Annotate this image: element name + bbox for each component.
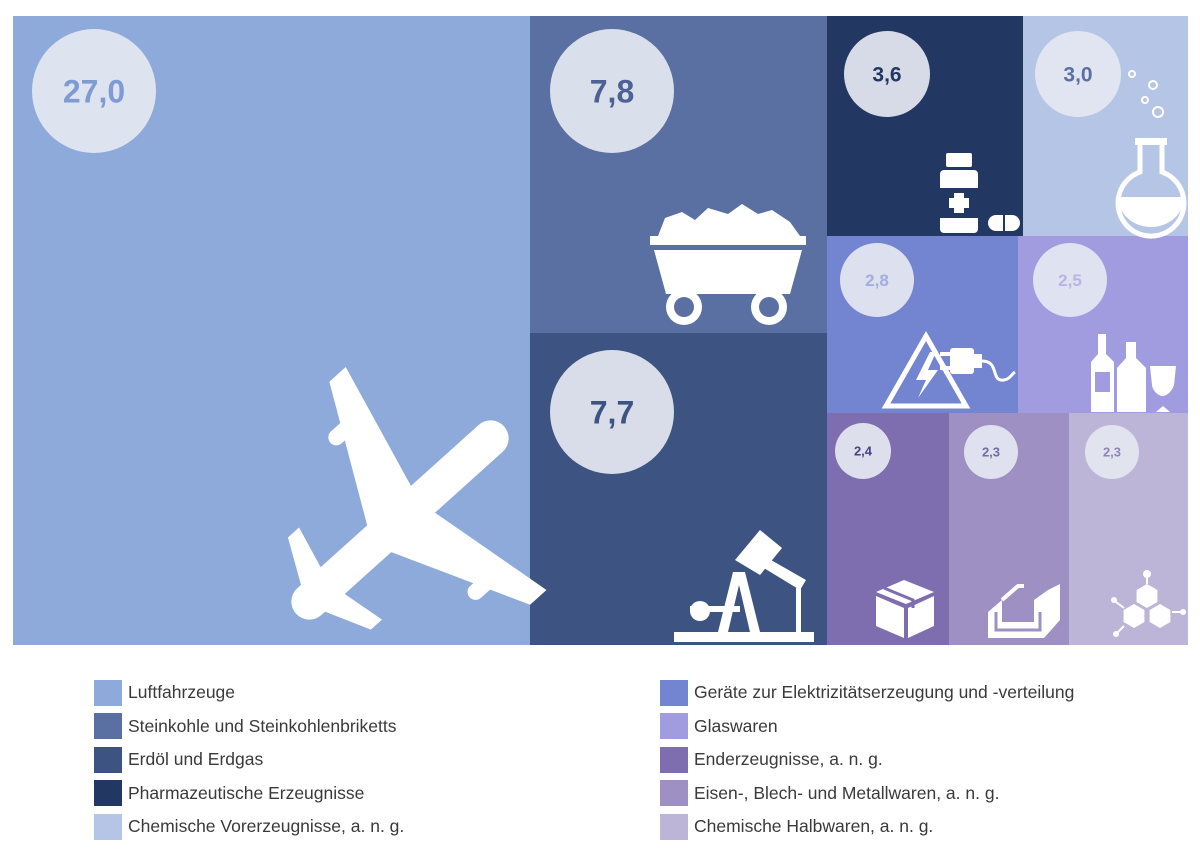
legend-item: Erdöl und Erdgas bbox=[94, 743, 404, 777]
airplane-icon bbox=[287, 367, 547, 630]
medicine-bottle-icon bbox=[940, 153, 1020, 233]
flask-icon bbox=[1115, 70, 1187, 239]
value-bubble bbox=[835, 423, 891, 479]
legend-label: Eisen-, Blech- und Metallwaren, a. n. g. bbox=[694, 782, 1000, 803]
legend-swatch bbox=[94, 780, 122, 807]
metal-profile-icon bbox=[988, 584, 1060, 638]
value-bubble bbox=[550, 350, 674, 474]
box-icon bbox=[876, 580, 934, 638]
value-label: 2,4 bbox=[854, 444, 873, 459]
value-label: 2,8 bbox=[865, 271, 889, 290]
legend-item: Chemische Halbwaren, a. n. g. bbox=[660, 810, 1074, 844]
legend-right: Geräte zur Elektrizitätserzeugung und -v… bbox=[660, 676, 1074, 844]
legend-label: Chemische Vorerzeugnisse, a. n. g. bbox=[128, 816, 405, 837]
legend-label: Enderzeugnisse, a. n. g. bbox=[694, 749, 883, 770]
treemap-chart: 27,0 7,8 7,7 3,6 3,0 2,8 2,5 2,4 2,3 2,3 bbox=[13, 16, 1188, 645]
legend-label: Luftfahrzeuge bbox=[128, 682, 236, 703]
legend-swatch bbox=[660, 679, 688, 706]
value-bubble bbox=[964, 425, 1018, 479]
legend-label: Glaswaren bbox=[694, 715, 778, 736]
legend-item: Enderzeugnisse, a. n. g. bbox=[660, 743, 1074, 777]
legend-item: Pharmazeutische Erzeugnisse bbox=[94, 777, 404, 811]
value-label: 2,3 bbox=[1103, 445, 1121, 460]
value-label: 27,0 bbox=[63, 74, 125, 110]
value-label: 2,3 bbox=[982, 445, 1000, 460]
legend-item: Luftfahrzeuge bbox=[94, 676, 404, 710]
legend-item: Geräte zur Elektrizitätserzeugung und -v… bbox=[660, 676, 1074, 710]
value-label: 7,7 bbox=[590, 395, 634, 431]
legend-item: Glaswaren bbox=[660, 710, 1074, 744]
legend-swatch bbox=[94, 713, 122, 740]
legend-label: Steinkohle und Steinkohlenbriketts bbox=[128, 715, 397, 736]
legend-swatch bbox=[94, 813, 122, 840]
value-bubble bbox=[550, 29, 674, 153]
oil-pump-icon bbox=[674, 530, 814, 642]
bottles-glass-icon bbox=[1091, 334, 1176, 412]
legend-swatch bbox=[660, 746, 688, 773]
legend-label: Erdöl und Erdgas bbox=[128, 749, 264, 770]
legend-swatch bbox=[660, 713, 688, 740]
value-label: 3,0 bbox=[1063, 64, 1092, 87]
legend-item: Eisen-, Blech- und Metallwaren, a. n. g. bbox=[660, 777, 1074, 811]
value-bubble bbox=[844, 31, 930, 117]
value-bubble bbox=[32, 29, 156, 153]
legend-label: Chemische Halbwaren, a. n. g. bbox=[694, 816, 934, 837]
legend-swatch bbox=[94, 746, 122, 773]
value-bubble bbox=[1033, 243, 1107, 317]
legend-left: Luftfahrzeuge Steinkohle und Steinkohlen… bbox=[94, 676, 404, 844]
molecule-icon bbox=[1111, 570, 1186, 637]
legend-swatch bbox=[660, 780, 688, 807]
electricity-plug-icon bbox=[881, 330, 1016, 409]
value-label: 7,8 bbox=[590, 74, 634, 110]
value-bubble bbox=[1035, 31, 1121, 117]
coal-cart-icon bbox=[650, 204, 806, 325]
legend-label: Pharmazeutische Erzeugnisse bbox=[128, 782, 365, 803]
value-bubble bbox=[1085, 425, 1139, 479]
value-label: 2,5 bbox=[1058, 271, 1082, 290]
legend-item: Steinkohle und Steinkohlenbriketts bbox=[94, 710, 404, 744]
value-bubble bbox=[840, 243, 914, 317]
legend-swatch bbox=[660, 813, 688, 840]
legend-label: Geräte zur Elektrizitätserzeugung und -v… bbox=[694, 682, 1075, 703]
value-label: 3,6 bbox=[872, 64, 901, 87]
legend-item: Chemische Vorerzeugnisse, a. n. g. bbox=[94, 810, 404, 844]
legend-swatch bbox=[94, 679, 122, 706]
